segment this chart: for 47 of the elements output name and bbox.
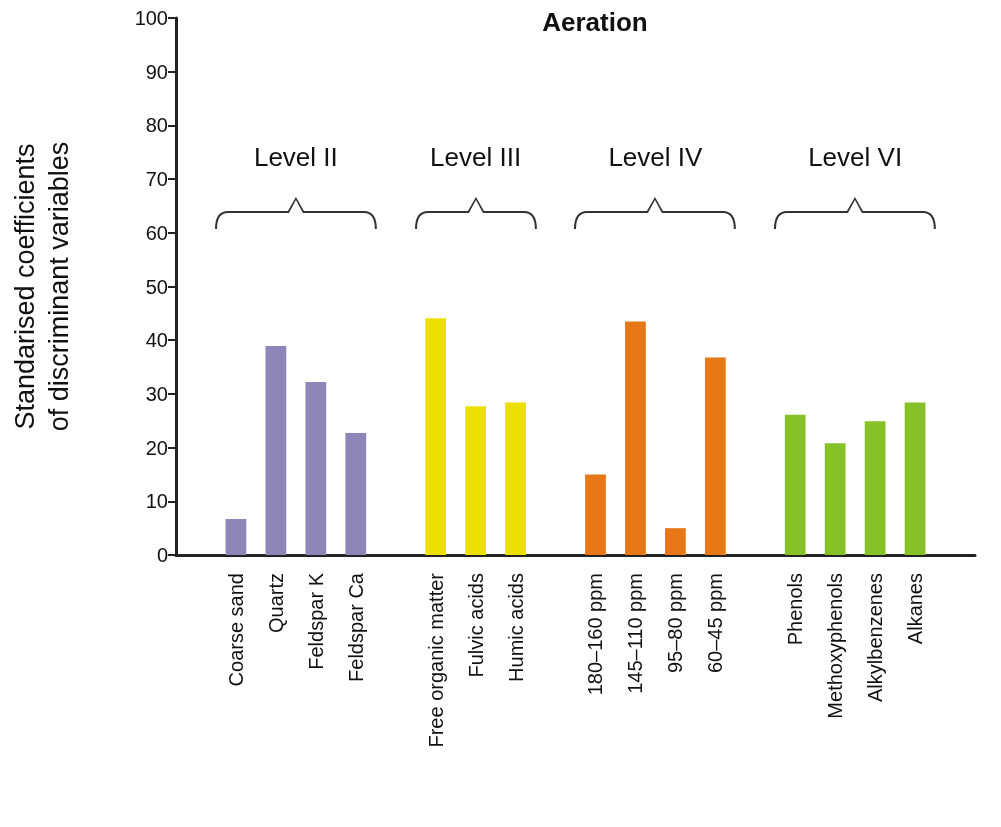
bar: [465, 406, 487, 555]
x-tick-label: Free organic matter: [424, 572, 447, 748]
bar: [824, 443, 846, 555]
annotation: Level III: [430, 142, 522, 174]
bar: [585, 474, 606, 555]
y-tick-label: 0: [156, 544, 168, 566]
x-tick-label: Fulvic acids: [464, 573, 487, 678]
bar: [345, 433, 367, 555]
x-tick-label: Phenols: [784, 573, 807, 646]
annotation: Level II: [253, 142, 338, 174]
x-tick-label: 145–110 ppm: [624, 573, 647, 694]
bar: [505, 402, 526, 555]
bar: [784, 414, 806, 555]
y-axis-title: Standarised coefficients of discriminant variables: [10, 141, 74, 432]
x-tick-label: Alkylbenzenes: [864, 573, 887, 702]
y-tick-label: 100: [134, 7, 168, 29]
bar: [904, 402, 926, 555]
bar: [225, 519, 247, 555]
y-tick-label: 80: [145, 114, 168, 137]
y-tick-label: 50: [145, 275, 168, 298]
y-tick-label: 40: [145, 329, 168, 352]
x-tick-label: Feldspar Ca: [344, 572, 367, 682]
bar: [664, 528, 686, 555]
x-tick-label: Alkanes: [904, 573, 927, 645]
x-tick-label: Humic acids: [504, 573, 527, 682]
y-tick-label: 20: [145, 436, 168, 459]
annotation: Level VI: [808, 142, 903, 174]
x-tick-label: Methoxyphenols: [824, 573, 847, 719]
y-tick-label: 10: [145, 490, 168, 513]
bar: [425, 318, 447, 555]
x-tick-label: 95–80 ppm: [664, 573, 687, 674]
x-tick-label: 60–45 ppm: [704, 573, 727, 674]
bar: [704, 357, 726, 555]
chart-title: Aeration: [542, 7, 648, 37]
x-tick-label: 180–160 ppm: [584, 573, 607, 696]
y-tick-label: 90: [145, 60, 168, 83]
bar: [625, 321, 646, 555]
bar: [265, 346, 287, 555]
annotation: Level IV: [608, 142, 703, 174]
x-tick-label: Quartz: [264, 573, 287, 634]
x-tick-label: Coarse sand: [224, 573, 247, 687]
y-tick-label: 60: [145, 221, 168, 244]
bar: [864, 421, 886, 555]
y-tick-label: 70: [145, 168, 168, 191]
y-tick-label: 30: [145, 382, 168, 405]
bar: [305, 382, 327, 555]
x-tick-label: Feldspar K: [304, 572, 327, 670]
